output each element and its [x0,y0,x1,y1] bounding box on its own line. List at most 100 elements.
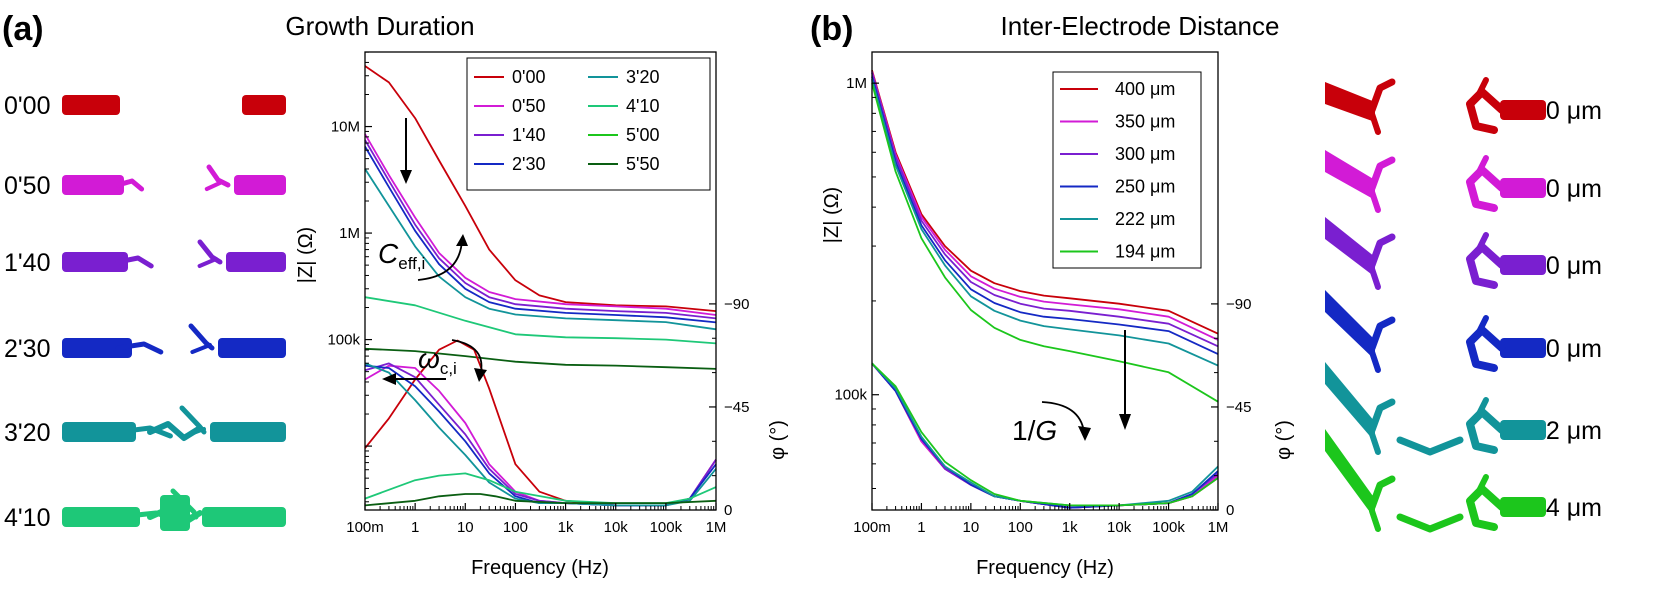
x-tick-label: 1 [917,519,925,536]
chart-a-legend: 0'00 0'50 1'40 2'30 3'20 4'10 5'00 5'50 [466,57,711,191]
side-a-electrode-right [202,507,286,527]
side-a-electrode-right [210,422,286,442]
side-a-dendrite [115,425,173,439]
phase-line [364,362,717,507]
side-b-dendrite [1475,155,1489,177]
chart-b-xlabel: Frequency (Hz) [976,557,1114,579]
chart-a-curves [364,65,717,507]
side-a-electrode-left [62,422,136,442]
side-a-electrode-left [62,252,128,272]
impedance-line [364,146,717,324]
impedance-line [871,70,1219,335]
side-a-dendrite [115,178,145,192]
side-b-dendrite [1396,513,1464,533]
side-a-label: 2'30 [4,335,50,363]
side-b-dendrite [1368,316,1396,352]
side-b-dendrite [1475,397,1489,419]
side-b-dendrite [1466,485,1506,531]
side-b-electrode-right [1500,338,1546,358]
chart-a-ylabel-left: |Z| (Ω) [295,227,317,283]
side-b-row: 222 μm [1325,362,1602,456]
legend-entry: 194 μm [1115,242,1175,262]
impedance-line [871,78,1219,367]
side-a-row: 1'40 [4,239,286,277]
impedance-line [364,168,717,331]
side-b-dendrite [1368,156,1396,192]
x-tick-label: 10k [1107,519,1132,536]
side-a-label: 0'50 [4,172,50,200]
side-a-electrode-right [242,95,286,115]
impedance-line [364,133,717,316]
side-a-dendrite [206,164,231,188]
chart-a-ceff-arrowhead [456,234,468,246]
side-a-label: 0'00 [4,92,50,120]
side-a-row: 4'10 [4,488,286,532]
side-images-a: 0'00 0'50 1'40 2'30 3'20 4'10 [4,92,286,532]
side-b-dendrite [1369,349,1381,373]
side-b-dendrite [1369,508,1381,532]
legend-entry: 350 μm [1115,112,1175,132]
side-b-electrode-right [1500,178,1546,198]
side-b-dendrite [1466,166,1506,212]
chart-a-omega-main: ω [418,343,440,374]
side-a-label: 4'10 [4,504,50,532]
chart-b-legend-box [1052,71,1202,269]
chart-a-left-axis: 100k 1M 10M [327,51,372,503]
chart-b-frame [871,51,1219,511]
legend-entry: 2'30 [512,154,545,174]
y-right-tick-label: −45 [724,399,749,416]
side-a-label: 1'40 [4,249,50,277]
x-tick-label: 100m [346,519,384,536]
chart-a-omega-label: ωc,i [418,343,457,378]
side-b-dendrite [1368,78,1396,114]
side-b-electrode-left [1325,362,1375,442]
side-b-electrode-left [1325,429,1375,519]
y-right-tick-label: 0 [1226,502,1234,519]
legend-entry: 300 μm [1115,144,1175,164]
side-b-dendrite [1369,431,1381,455]
phase-line [364,364,717,507]
side-b-electrode-right [1500,255,1546,275]
legend-entry: 3'20 [626,67,659,87]
legend-entry: 0'00 [512,67,545,87]
chart-a-arrowhead-left [382,373,396,385]
y-right-tick-label: −45 [1226,399,1251,416]
panel-b-letter: (b) [810,10,853,48]
side-a-label: 3'20 [4,419,50,447]
chart-a-omega-sub: c,i [440,359,457,378]
x-tick-label: 100k [1152,519,1185,536]
side-a-electrode-left [62,338,132,358]
chart-b-legend: 400 μm 350 μm 300 μm 250 μm 222 μm 194 μm [1052,71,1202,269]
chart-b-right-axis: −90 −45 0 [1211,296,1251,519]
side-a-row: 3'20 [4,405,286,447]
side-a-row: 0'00 [4,92,286,120]
impedance-line [871,72,1219,348]
phase-line [364,493,717,507]
x-tick-label: 1k [1062,519,1078,536]
legend-entry: 400 μm [1115,79,1175,99]
chart-a-ylabel-right: φ (°) [767,420,789,460]
panel-b-title: Inter-Electrode Distance [1001,11,1280,41]
side-a-cluster [160,495,190,531]
side-a-electrode-left [62,507,140,527]
side-a-dendrite [115,255,154,269]
side-b-dendrite [1368,475,1396,511]
side-a-dendrite [197,257,218,268]
chart-a-legend-box [466,57,711,191]
legend-entry: 4'10 [626,96,659,116]
side-a-dendrite [115,341,164,355]
side-b-electrode-left [1325,150,1375,200]
y-right-tick-label: −90 [1226,296,1251,313]
side-b-dendrite [1369,189,1381,213]
side-b-row: 400 μm [1325,77,1602,135]
x-tick-label: 1M [1208,519,1229,536]
side-b-row: 194 μm [1325,429,1602,533]
panel-a-title: Growth Duration [285,11,474,41]
legend-entry: 1'40 [512,125,545,145]
side-b-dendrite [1368,233,1396,269]
legend-entry: 0'50 [512,96,545,116]
y-left-tick-label: 100k [327,332,360,349]
side-a-dendrite [147,421,203,441]
side-b-electrode-left [1325,217,1375,277]
